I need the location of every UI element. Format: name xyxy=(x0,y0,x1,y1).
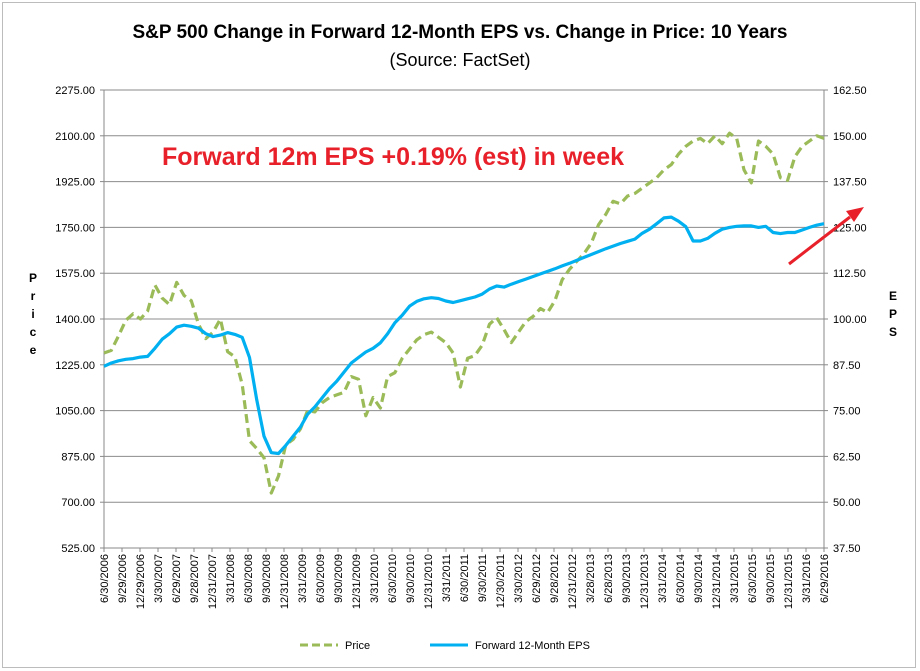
right-tick-label: 137.50 xyxy=(833,177,867,189)
x-tick-label: 3/31/2008 xyxy=(225,554,237,603)
legend-label: Price xyxy=(345,640,370,652)
x-tick-label: 12/31/2013 xyxy=(639,554,651,609)
eps-line xyxy=(103,215,825,456)
right-tick-label: 75.00 xyxy=(833,406,861,418)
x-tick-label: 12/31/2014 xyxy=(711,554,723,609)
right-tick-label: 37.50 xyxy=(833,543,861,555)
x-tick-label: 6/28/2013 xyxy=(603,554,615,603)
x-tick-label: 9/29/2006 xyxy=(117,554,129,603)
x-tick-label: 9/28/2012 xyxy=(549,554,561,603)
x-tick-label: 12/31/2015 xyxy=(783,554,795,609)
right-tick-label: 112.50 xyxy=(833,268,866,280)
left-axis-label-letter: r xyxy=(31,289,36,303)
x-tick-label: 3/31/2009 xyxy=(297,554,309,603)
x-tick-label: 6/30/2011 xyxy=(459,554,471,602)
x-tick-label: 6/30/2008 xyxy=(243,554,255,603)
x-tick-label: 3/28/2013 xyxy=(585,554,597,603)
gridlines xyxy=(104,135,824,503)
trend-arrow-shaft xyxy=(788,215,851,266)
left-axis-label-letter: e xyxy=(30,343,37,357)
right-axis-label-letter: E xyxy=(889,289,897,303)
x-tick-label: 9/30/2009 xyxy=(333,554,345,603)
left-axis-label-letter: c xyxy=(30,325,37,339)
price-line xyxy=(103,131,825,495)
x-tick-label: 12/31/2010 xyxy=(423,554,435,609)
x-tick-label: 12/31/2008 xyxy=(279,554,291,609)
x-tick-label: 9/30/2014 xyxy=(693,554,705,603)
x-tick-label: 3/30/2007 xyxy=(153,554,165,603)
left-axis-ticks: 2275.00 2100.00 1925.00 1750.00 1575.00 1400.… xyxy=(55,85,104,555)
right-tick-label: 62.50 xyxy=(833,451,861,463)
left-tick-label: 525.00 xyxy=(61,543,95,555)
right-tick-label: 87.50 xyxy=(833,360,861,372)
series-lines xyxy=(103,131,825,495)
left-tick-label: 1400.00 xyxy=(55,314,95,326)
x-tick-label: 6/30/2006 xyxy=(99,554,111,603)
chart-subtitle: (Source: FactSet) xyxy=(389,50,530,70)
x-tick-label: 3/31/2014 xyxy=(657,554,669,603)
right-tick-label: 125.00 xyxy=(833,222,867,234)
x-tick-label: 3/31/2015 xyxy=(729,554,741,603)
left-tick-label: 1925.00 xyxy=(55,177,95,189)
x-tick-label: 3/31/2016 xyxy=(801,554,813,603)
x-tick-label: 9/30/2013 xyxy=(621,554,633,603)
x-tick-label: 12/31/2007 xyxy=(207,554,219,609)
left-tick-label: 875.00 xyxy=(61,451,95,463)
x-tick-label: 3/30/2012 xyxy=(513,554,525,603)
right-axis-label-letter: S xyxy=(889,325,897,339)
legend-label: Forward 12-Month EPS xyxy=(475,640,590,652)
x-tick-label: 6/29/2012 xyxy=(531,554,543,603)
left-axis-label-letter: P xyxy=(29,271,37,285)
x-tick-label: 3/31/2011 xyxy=(441,554,453,602)
left-tick-label: 2100.00 xyxy=(55,131,95,143)
x-tick-label: 12/31/2009 xyxy=(351,554,363,609)
trend-arrow xyxy=(788,207,864,266)
legend: Price Forward 12-Month EPS xyxy=(300,640,590,652)
x-tick-label: 6/29/2007 xyxy=(171,554,183,603)
left-tick-label: 2275.00 xyxy=(55,85,95,97)
x-tick-label: 9/30/2010 xyxy=(405,554,417,603)
annotation-text: Forward 12m EPS +0.19% (est) in week xyxy=(162,143,624,171)
left-axis-label: Price xyxy=(29,271,37,357)
left-axis-label-letter: i xyxy=(31,307,34,321)
x-tick-label: 6/30/2014 xyxy=(675,554,687,603)
right-tick-label: 150.00 xyxy=(833,131,867,143)
left-tick-label: 1225.00 xyxy=(55,360,95,372)
right-axis-label: EPS xyxy=(889,289,897,339)
left-tick-label: 1575.00 xyxy=(55,268,95,280)
right-axis-label-letter: P xyxy=(889,307,897,321)
x-tick-label: 6/30/2015 xyxy=(747,554,759,603)
right-axis-ticks: 162.50 150.00 137.50 125.00 112.50 100.00 87.5… xyxy=(824,85,867,555)
x-tick-label: 6/30/2009 xyxy=(315,554,327,603)
right-tick-label: 50.00 xyxy=(833,497,861,509)
x-tick-label: 6/30/2010 xyxy=(387,554,399,603)
x-tick-label: 12/30/2011 xyxy=(495,554,507,608)
x-tick-label: 12/31/2012 xyxy=(567,554,579,609)
x-tick-label: 9/30/2011 xyxy=(477,554,489,602)
left-tick-label: 1050.00 xyxy=(55,406,95,418)
x-tick-label: 12/29/2006 xyxy=(135,554,147,609)
right-tick-label: 162.50 xyxy=(833,85,867,97)
left-tick-label: 1750.00 xyxy=(55,222,95,234)
right-tick-label: 100.00 xyxy=(833,314,867,326)
left-tick-label: 700.00 xyxy=(61,497,95,509)
x-tick-label: 9/30/2008 xyxy=(261,554,273,603)
x-axis-ticks: 6/30/2006 9/29/2006 12/29/2006 3/30/2007 6/2… xyxy=(99,548,831,609)
x-tick-label: 9/30/2015 xyxy=(765,554,777,603)
chart-title: S&P 500 Change in Forward 12-Month EPS v… xyxy=(132,22,787,43)
x-tick-label: 3/31/2010 xyxy=(369,554,381,603)
trend-arrow-head xyxy=(846,207,864,222)
x-tick-label: 9/28/2007 xyxy=(189,554,201,603)
x-tick-label: 6/29/2016 xyxy=(819,554,831,603)
